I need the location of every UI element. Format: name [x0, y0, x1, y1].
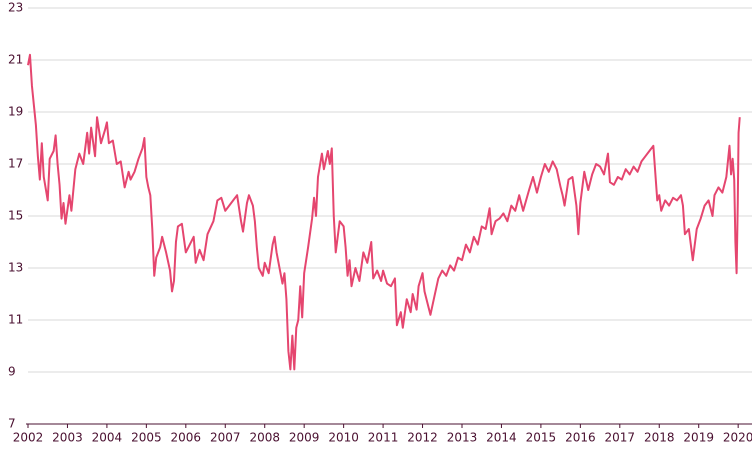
y-tick-label: 9 — [8, 365, 16, 379]
x-tick-label: 2006 — [171, 431, 202, 445]
y-tick-label: 21 — [8, 53, 23, 67]
x-tick-label: 2013 — [447, 431, 478, 445]
x-tick-label: 2011 — [368, 431, 399, 445]
x-tick-label: 2018 — [644, 431, 675, 445]
x-tick-label: 2014 — [486, 431, 517, 445]
line-series — [27, 53, 741, 371]
x-tick-label: 2016 — [565, 431, 596, 445]
y-tick-label: 17 — [8, 157, 23, 171]
y-tick-label: 15 — [8, 209, 23, 223]
y-tick-label: 19 — [8, 105, 23, 119]
y-tick-label: 23 — [8, 1, 23, 15]
x-tick-label: 2008 — [249, 431, 280, 445]
x-tick-label: 2005 — [131, 431, 162, 445]
y-tick-label: 13 — [8, 261, 23, 275]
x-tick-label: 2007 — [210, 431, 241, 445]
x-tick-label: 2015 — [526, 431, 557, 445]
y-tick-label: 7 — [8, 417, 16, 431]
y-tick-label: 11 — [8, 313, 23, 327]
x-tick-label: 2017 — [605, 431, 636, 445]
x-tick-label: 2019 — [683, 431, 714, 445]
x-tick-label: 2002 — [13, 431, 44, 445]
x-tick-label: 2003 — [52, 431, 83, 445]
x-tick-label: 2012 — [407, 431, 438, 445]
x-tick-label: 2010 — [328, 431, 359, 445]
x-tick-label: 2020 — [723, 431, 752, 445]
x-tick-label: 2009 — [289, 431, 320, 445]
x-tick-label: 2004 — [92, 431, 123, 445]
